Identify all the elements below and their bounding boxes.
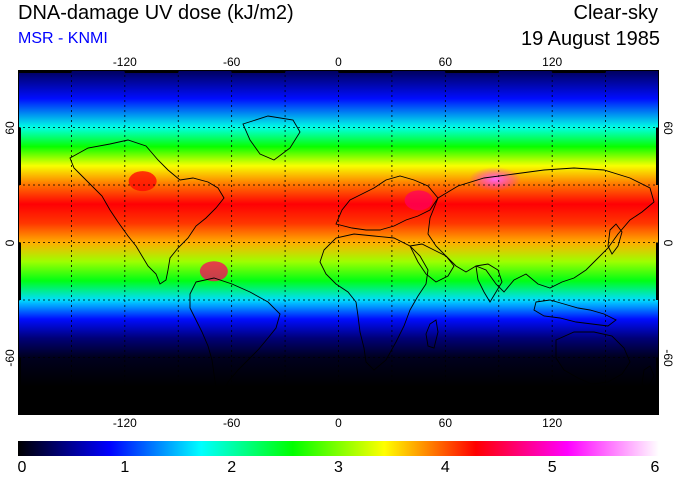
lon-tick-label: -120: [112, 55, 137, 69]
lat-tick-label: -60: [661, 348, 675, 367]
coast-south-america: [189, 277, 281, 396]
colorbar-label: 6: [650, 459, 660, 476]
colorbar-label: 4: [440, 459, 450, 476]
coast-africa: [319, 233, 429, 371]
lat-tick-label: 60: [3, 120, 17, 135]
lon-tick-label: 60: [438, 55, 453, 69]
lon-tick-label: -60: [222, 55, 241, 69]
hotspot-arabian-peninsula: [404, 190, 433, 211]
lon-tick-label: 120: [542, 55, 563, 69]
lon-tick-label: 0: [335, 55, 342, 69]
frame-tick-marks: [18, 70, 659, 415]
colorbar-label: 2: [227, 459, 237, 476]
colorbar-label: 1: [120, 459, 130, 476]
lon-tick-label: 120: [542, 416, 563, 430]
coast-new-zealand: [641, 365, 655, 389]
map-subtitle: MSR - KNMI: [18, 30, 108, 47]
coast-asia: [427, 167, 655, 293]
hotspot-western-north-america: [128, 171, 157, 192]
coast-greenland: [242, 115, 301, 161]
coast-arabia: [409, 243, 455, 283]
lat-tick-label: 0: [661, 239, 675, 246]
lat-tick-label: -60: [3, 348, 17, 367]
hotspot-andes: [199, 261, 228, 282]
frame-tick-bar: [18, 412, 72, 415]
map-date: 19 August 1985: [520, 28, 660, 50]
lon-tick-label: 60: [438, 416, 453, 430]
frame-tick-bar: [18, 242, 21, 300]
map-canvas: [18, 70, 659, 415]
uv-dose-map: [18, 70, 659, 415]
colorbar-label: 0: [17, 459, 27, 476]
frame-tick-bar: [656, 127, 659, 185]
frame-tick-bar: [124, 412, 179, 415]
frame-tick-bar: [445, 412, 499, 415]
frame-tick-bar: [656, 357, 659, 415]
coast-japan: [607, 223, 623, 255]
map-title: DNA-damage UV dose (kJ/m2): [18, 2, 294, 24]
frame-tick-bar: [18, 70, 72, 73]
lon-tick-label: -60: [222, 416, 241, 430]
colorbar-label: 3: [334, 459, 343, 476]
coast-australia: [555, 331, 631, 385]
hotspot-tibetan-plateau: [469, 167, 522, 192]
lon-tick-label: 0: [335, 416, 342, 430]
colorbar: [18, 441, 659, 456]
lon-tick-label: -120: [112, 416, 137, 430]
colorbar-label: 5: [547, 459, 557, 476]
frame-tick-bar: [18, 127, 21, 185]
coast-north-america: [69, 139, 225, 285]
frame-tick-bar: [338, 412, 392, 415]
frame-tick-bar: [231, 70, 286, 73]
frame-tick-bar: [338, 70, 392, 73]
coastlines: [69, 115, 655, 396]
coast-madagascar: [425, 319, 439, 349]
sky-condition-label: Clear-sky: [573, 2, 658, 24]
frame-tick-bar: [552, 412, 606, 415]
graticule: [18, 70, 659, 415]
frame-tick-bar: [656, 242, 659, 300]
coast-indonesia: [533, 299, 617, 327]
lat-tick-label: 60: [661, 120, 675, 135]
frame-tick-bar: [18, 357, 21, 415]
frame-tick-bar: [231, 412, 286, 415]
frame-tick-bar: [124, 70, 179, 73]
frame-tick-bar: [445, 70, 499, 73]
frame-tick-bar: [552, 70, 606, 73]
lat-tick-label: 0: [3, 239, 17, 246]
coast-india: [475, 263, 503, 303]
coast-europe: [335, 175, 439, 231]
